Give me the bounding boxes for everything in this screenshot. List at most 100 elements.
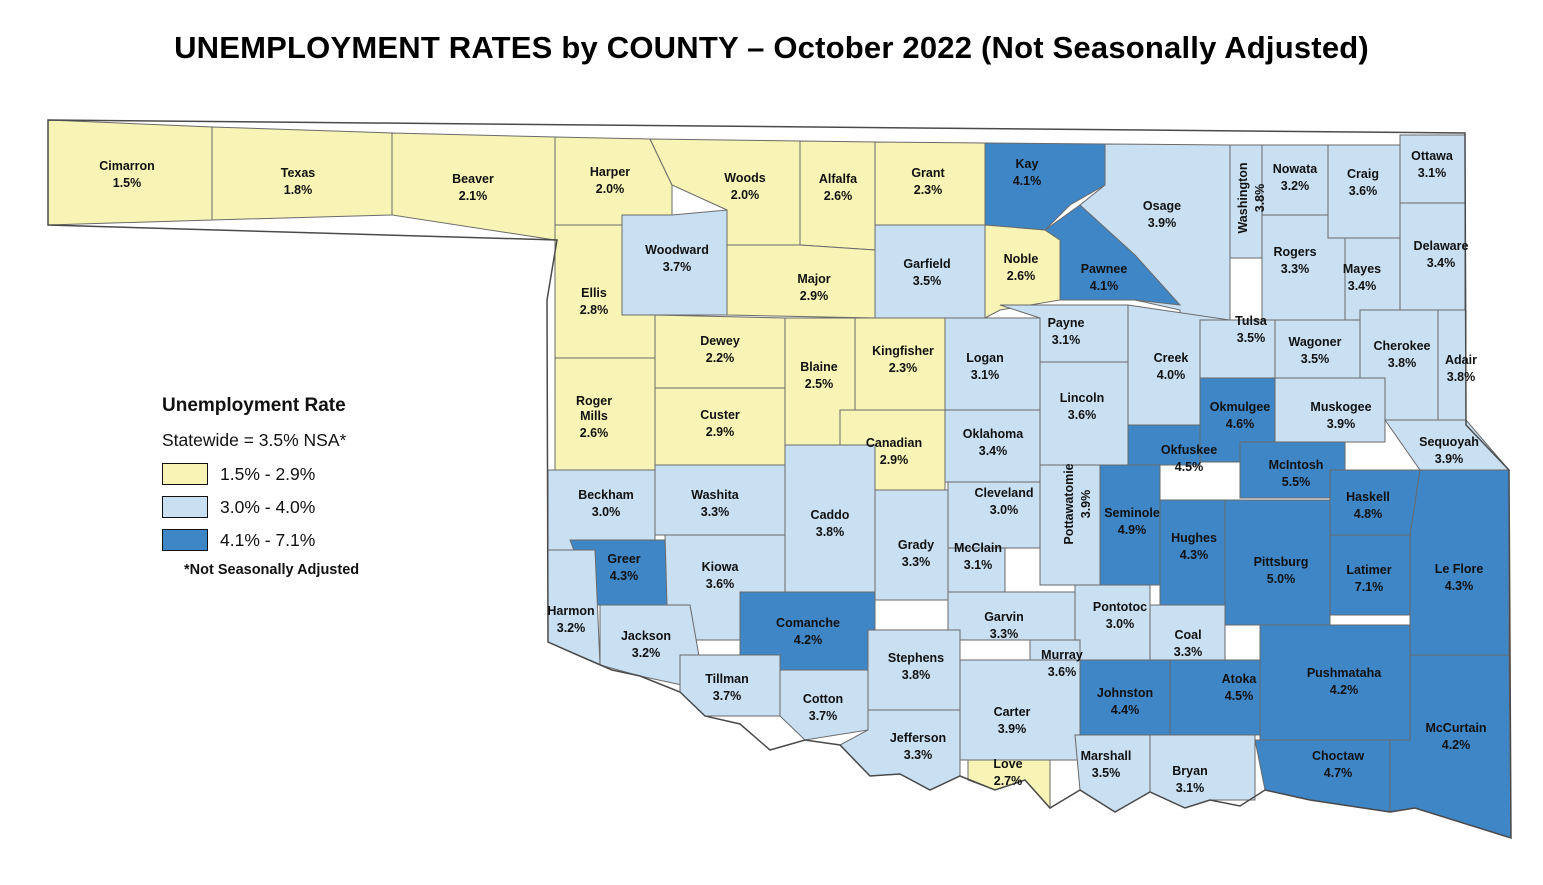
county-name: McIntosh [1269, 458, 1324, 472]
county-wagoner [1274, 319, 1361, 379]
county-label-washita: Washita 3.3% [691, 488, 740, 519]
county-label-pushmataha: Pushmataha 4.2% [1307, 666, 1382, 697]
county-rate: 7.1% [1355, 580, 1384, 594]
legend-swatch-low [162, 463, 208, 485]
county-rate: 3.2% [632, 646, 661, 660]
county-label-mayes: Mayes 3.4% [1343, 262, 1381, 293]
legend-swatch-mid [162, 496, 208, 518]
county-rate: 2.0% [731, 188, 760, 202]
county-name: Roger [576, 394, 612, 408]
county-label-kingfisher: Kingfisher 2.3% [872, 344, 934, 375]
county-rate: 2.0% [596, 182, 625, 196]
map-title: UNEMPLOYMENT RATES by COUNTY – October 2… [174, 30, 1369, 65]
county-rate: 3.3% [902, 555, 931, 569]
county-name: Carter [994, 705, 1031, 719]
county-rate: 4.5% [1175, 460, 1204, 474]
county-name: Beaver [452, 172, 494, 186]
county-label-craig: Craig 3.6% [1347, 167, 1379, 198]
county-name: Le Flore [1435, 562, 1484, 576]
county-rate: 3.6% [706, 577, 735, 591]
county-label-grant: Grant 2.3% [911, 166, 945, 197]
county-label-hughes: Hughes 4.3% [1171, 531, 1217, 562]
county-rate: 1.5% [113, 176, 142, 190]
county-label-greer: Greer 4.3% [607, 552, 640, 583]
county-rate: 2.1% [459, 189, 488, 203]
county-name: Logan [966, 351, 1004, 365]
county-beaver [391, 132, 556, 241]
county-rate: 2.3% [914, 183, 943, 197]
legend-footnote: *Not Seasonally Adjusted [184, 562, 360, 578]
legend-title: Unemployment Rate [162, 395, 346, 416]
county-rate: 2.5% [805, 377, 834, 391]
county-label-tulsa: Tulsa 3.5% [1235, 314, 1268, 345]
county-rate: 3.0% [990, 503, 1019, 517]
county-label-grady: Grady 3.3% [898, 538, 934, 569]
county-name: Wagoner [1288, 335, 1341, 349]
county-label-seminole: Seminole 4.9% [1104, 506, 1160, 537]
county-name: Garfield [903, 257, 950, 271]
county-name: Pittsburg [1254, 555, 1309, 569]
county-rate: 3.1% [1418, 166, 1447, 180]
county-name: Cherokee [1374, 339, 1431, 353]
county-name: Pushmataha [1307, 666, 1382, 680]
county-name: Cotton [803, 692, 843, 706]
county-label-nowata: Nowata 3.2% [1273, 162, 1319, 193]
county-label-garvin: Garvin 3.3% [984, 610, 1024, 641]
county-rate: 4.0% [1157, 368, 1186, 382]
county-label-latimer: Latimer 7.1% [1346, 563, 1391, 594]
county-label-pittsburg: Pittsburg 5.0% [1254, 555, 1309, 586]
county-label-choctaw: Choctaw 4.7% [1312, 749, 1364, 780]
county-name: Kingfisher [872, 344, 934, 358]
county-cotton [779, 669, 869, 741]
county-name: Lincoln [1060, 391, 1104, 405]
county-label-blaine: Blaine 2.5% [800, 360, 838, 391]
county-name: Johnston [1097, 686, 1153, 700]
county-rate: 3.5% [1301, 352, 1330, 366]
county-label-ottawa: Ottawa 3.1% [1411, 149, 1454, 180]
county-name: Coal [1174, 628, 1201, 642]
county-name: Blaine [800, 360, 838, 374]
legend-label-mid: 3.0% - 4.0% [220, 496, 316, 517]
county-label-beckham: Beckham 3.0% [578, 488, 634, 519]
county-rate: 4.9% [1118, 523, 1147, 537]
county-name: Pottawatomie [1062, 463, 1076, 544]
county-rate: 3.9% [1435, 452, 1464, 466]
county-name: Canadian [866, 436, 922, 450]
county-label-pawnee: Pawnee 4.1% [1081, 262, 1128, 293]
state-outline [47, 119, 1512, 840]
legend-statewide-rate: Statewide = 3.5% NSA* [162, 430, 347, 450]
county-label-harmon: Harmon 3.2% [547, 604, 594, 635]
county-rate: 3.7% [809, 709, 838, 723]
county-label-jefferson: Jefferson 3.3% [890, 731, 946, 762]
county-label-stephens: Stephens 3.8% [888, 651, 944, 682]
county-name: Dewey [700, 334, 740, 348]
county-name: Latimer [1346, 563, 1391, 577]
county-label-payne: Payne 3.1% [1048, 316, 1085, 347]
county-muskogee [1274, 377, 1386, 443]
county-label-oklahoma: Oklahoma 3.4% [963, 427, 1024, 458]
county-name: Nowata [1273, 162, 1319, 176]
county-garfield [874, 224, 986, 319]
county-name: Caddo [811, 508, 850, 522]
county-label-osage: Osage 3.9% [1143, 199, 1181, 230]
county-label-mcintosh: McIntosh 5.5% [1269, 458, 1324, 489]
county-rate: 5.5% [1282, 475, 1311, 489]
county-name: Alfalfa [819, 172, 858, 186]
county-harper [554, 136, 673, 226]
county-rate: 4.1% [1090, 279, 1119, 293]
county-name: McCurtain [1425, 721, 1486, 735]
county-rate: 2.9% [706, 425, 735, 439]
county-label-washington: Washington 3.8% [1236, 162, 1267, 233]
county-rate: 3.9% [1079, 490, 1093, 519]
county-label-coal: Coal 3.3% [1174, 628, 1203, 659]
county-rate: 3.9% [1148, 216, 1177, 230]
county-label-comanche: Comanche 4.2% [776, 616, 840, 647]
county-label-alfalfa: Alfalfa 2.6% [819, 172, 858, 203]
county-label-le-flore: Le Flore 4.3% [1435, 562, 1484, 593]
county-rate: 3.5% [913, 274, 942, 288]
county-rate: 3.4% [1427, 256, 1456, 270]
county-rate: 3.4% [1348, 279, 1377, 293]
county-label-wagoner: Wagoner 3.5% [1288, 335, 1341, 366]
county-label-kiowa: Kiowa 3.6% [702, 560, 740, 591]
